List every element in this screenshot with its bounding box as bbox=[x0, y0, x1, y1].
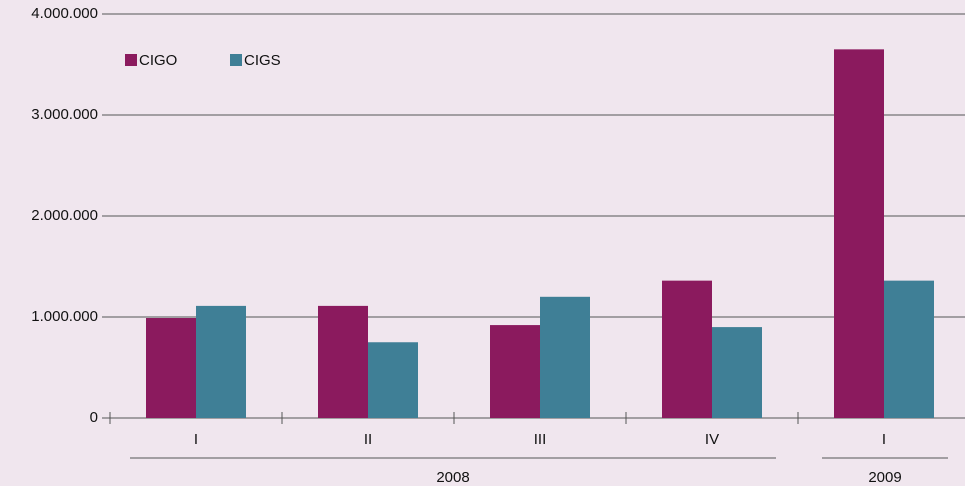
x-tick-label: I bbox=[882, 431, 886, 448]
bar bbox=[196, 305, 246, 418]
bar bbox=[368, 342, 418, 418]
x-tick-label: II bbox=[364, 431, 372, 448]
bar bbox=[540, 296, 590, 418]
y-tick-label: 2.000.000 bbox=[31, 207, 98, 224]
bar bbox=[834, 49, 884, 418]
bar bbox=[490, 325, 540, 418]
bar bbox=[662, 280, 712, 418]
y-tick-label: 1.000.000 bbox=[31, 308, 98, 325]
y-tick-label: 0 bbox=[90, 409, 98, 426]
legend-swatch bbox=[230, 54, 242, 66]
bar bbox=[318, 305, 368, 418]
x-tick-label: IV bbox=[705, 431, 719, 448]
group-label: 2009 bbox=[868, 469, 901, 486]
legend-swatch bbox=[125, 54, 137, 66]
x-tick-label: III bbox=[534, 431, 547, 448]
bar bbox=[146, 318, 196, 418]
bar bbox=[712, 327, 762, 418]
x-tick-label: I bbox=[194, 431, 198, 448]
y-tick-label: 4.000.000 bbox=[31, 5, 98, 22]
bar bbox=[884, 280, 934, 418]
legend-label: CIGO bbox=[139, 52, 177, 69]
legend-label: CIGS bbox=[244, 52, 281, 69]
y-tick-label: 3.000.000 bbox=[31, 106, 98, 123]
group-label: 2008 bbox=[436, 469, 469, 486]
